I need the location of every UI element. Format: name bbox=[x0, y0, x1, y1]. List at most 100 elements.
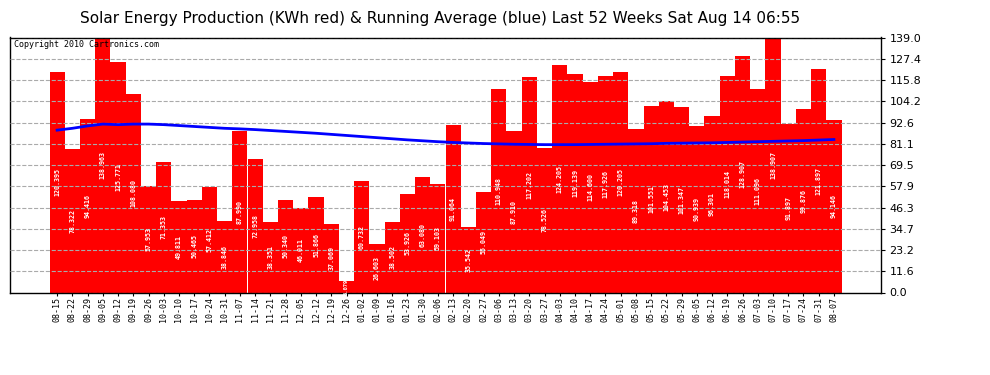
Text: 118.014: 118.014 bbox=[725, 170, 731, 198]
Bar bbox=[827, 120, 842, 292]
Bar bbox=[339, 281, 354, 292]
Text: 104.453: 104.453 bbox=[663, 183, 669, 211]
Text: 125.771: 125.771 bbox=[115, 163, 121, 191]
Bar bbox=[750, 89, 765, 292]
Bar bbox=[293, 208, 309, 292]
Text: 89.318: 89.318 bbox=[633, 199, 639, 223]
Bar bbox=[476, 192, 491, 292]
Text: 57.953: 57.953 bbox=[146, 227, 151, 251]
Bar bbox=[431, 184, 446, 292]
Bar bbox=[705, 116, 720, 292]
Text: 101.347: 101.347 bbox=[678, 186, 684, 213]
Text: 35.542: 35.542 bbox=[465, 248, 471, 272]
Text: 121.897: 121.897 bbox=[816, 167, 822, 195]
Bar bbox=[354, 181, 369, 292]
Text: 96.301: 96.301 bbox=[709, 192, 715, 216]
Text: 117.202: 117.202 bbox=[527, 171, 533, 199]
Bar bbox=[171, 201, 186, 292]
Bar bbox=[780, 124, 796, 292]
Bar bbox=[202, 187, 217, 292]
Bar bbox=[141, 186, 156, 292]
Bar bbox=[186, 200, 202, 292]
Text: 55.049: 55.049 bbox=[480, 230, 486, 254]
Bar bbox=[111, 62, 126, 292]
Text: 49.811: 49.811 bbox=[176, 235, 182, 259]
Text: 87.910: 87.910 bbox=[511, 200, 517, 224]
Bar bbox=[552, 64, 567, 292]
Bar bbox=[248, 159, 262, 292]
Bar bbox=[796, 109, 811, 292]
Text: 120.205: 120.205 bbox=[618, 168, 624, 196]
Bar bbox=[811, 69, 827, 292]
Bar bbox=[446, 126, 460, 292]
Bar bbox=[262, 222, 278, 292]
Text: 50.340: 50.340 bbox=[282, 234, 288, 258]
Bar bbox=[674, 106, 689, 292]
Bar bbox=[522, 78, 537, 292]
Text: 38.846: 38.846 bbox=[222, 245, 228, 269]
Bar bbox=[384, 222, 400, 292]
Bar bbox=[50, 72, 64, 292]
Bar bbox=[156, 162, 171, 292]
Bar bbox=[765, 38, 780, 292]
Bar bbox=[567, 74, 582, 292]
Text: 38.502: 38.502 bbox=[389, 245, 395, 269]
Bar bbox=[644, 106, 658, 292]
Text: 138.907: 138.907 bbox=[770, 151, 776, 179]
Bar bbox=[80, 119, 95, 292]
Bar bbox=[658, 101, 674, 292]
Text: 99.876: 99.876 bbox=[801, 189, 807, 213]
Text: 53.926: 53.926 bbox=[405, 231, 411, 255]
Text: 138.963: 138.963 bbox=[100, 151, 106, 179]
Bar bbox=[278, 200, 293, 292]
Text: 37.069: 37.069 bbox=[329, 246, 335, 270]
Bar bbox=[598, 76, 613, 292]
Bar bbox=[735, 56, 750, 292]
Text: 26.603: 26.603 bbox=[374, 256, 380, 280]
Text: 51.866: 51.866 bbox=[313, 233, 319, 257]
Text: 110.948: 110.948 bbox=[496, 177, 502, 205]
Text: 46.011: 46.011 bbox=[298, 238, 304, 262]
Text: 59.103: 59.103 bbox=[435, 226, 441, 250]
Bar bbox=[217, 221, 233, 292]
Text: 111.096: 111.096 bbox=[754, 177, 760, 205]
Text: 87.990: 87.990 bbox=[237, 200, 243, 224]
Text: 72.958: 72.958 bbox=[252, 214, 258, 238]
Text: 128.907: 128.907 bbox=[740, 160, 745, 188]
Text: 108.080: 108.080 bbox=[131, 179, 137, 207]
Text: Solar Energy Production (KWh red) & Running Average (blue) Last 52 Weeks Sat Aug: Solar Energy Production (KWh red) & Runn… bbox=[80, 11, 801, 26]
Text: 63.080: 63.080 bbox=[420, 223, 426, 247]
Text: 38.351: 38.351 bbox=[267, 245, 273, 269]
Text: 119.139: 119.139 bbox=[572, 169, 578, 197]
Text: 78.526: 78.526 bbox=[542, 209, 547, 232]
Text: 71.353: 71.353 bbox=[160, 215, 166, 239]
Bar bbox=[582, 82, 598, 292]
Bar bbox=[324, 225, 339, 292]
Bar bbox=[629, 129, 644, 292]
Text: 57.412: 57.412 bbox=[207, 228, 213, 252]
Bar bbox=[613, 72, 629, 292]
Bar bbox=[64, 149, 80, 292]
Bar bbox=[689, 126, 705, 292]
Text: 94.416: 94.416 bbox=[84, 194, 90, 218]
Text: Copyright 2010 Cartronics.com: Copyright 2010 Cartronics.com bbox=[14, 40, 159, 49]
Text: 101.551: 101.551 bbox=[648, 185, 654, 213]
Bar bbox=[460, 227, 476, 292]
Text: 78.322: 78.322 bbox=[69, 209, 75, 232]
Text: 117.926: 117.926 bbox=[603, 170, 609, 198]
Bar bbox=[537, 148, 552, 292]
Bar bbox=[400, 194, 415, 292]
Bar bbox=[720, 76, 735, 292]
Text: 91.064: 91.064 bbox=[450, 197, 456, 221]
Text: 120.395: 120.395 bbox=[54, 168, 60, 196]
Bar bbox=[126, 94, 141, 292]
Bar bbox=[309, 197, 324, 292]
Text: 90.939: 90.939 bbox=[694, 197, 700, 221]
Text: 6.079: 6.079 bbox=[344, 279, 349, 295]
Text: 124.205: 124.205 bbox=[556, 165, 562, 193]
Text: 114.600: 114.600 bbox=[587, 173, 593, 201]
Bar bbox=[233, 131, 248, 292]
Text: 60.732: 60.732 bbox=[358, 225, 364, 249]
Bar bbox=[369, 244, 384, 292]
Bar bbox=[507, 131, 522, 292]
